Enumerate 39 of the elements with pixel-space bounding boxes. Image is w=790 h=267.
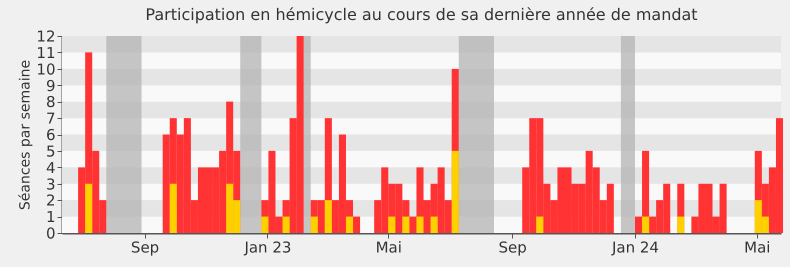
y-tick-label: 2: [46, 192, 56, 210]
y-tick-label: 7: [46, 110, 56, 128]
x-tick-label: Jan 24: [610, 238, 659, 256]
y-tick-label: 5: [46, 142, 56, 160]
y-tick-label: 10: [36, 60, 56, 78]
x-tick-label: Jan 23: [243, 238, 292, 256]
y-tick-label: 6: [46, 126, 56, 144]
bar: [85, 184, 92, 233]
y-tick-label: 3: [46, 175, 56, 194]
y-tick-label: 4: [46, 158, 56, 177]
y-axis-title: Séances par semaine: [17, 60, 34, 210]
y-tick-label: 0: [46, 224, 56, 242]
bar: [416, 216, 424, 233]
bar: [677, 216, 684, 233]
bar: [409, 216, 416, 233]
y-tick-label: 12: [36, 28, 56, 46]
x-tick-label: Sep: [130, 238, 160, 256]
bar: [402, 216, 410, 233]
bar: [346, 216, 354, 233]
bar: [452, 150, 459, 233]
y-tick-label: 9: [46, 76, 56, 95]
bar: [261, 216, 268, 233]
bar: [170, 184, 177, 233]
x-tick-label: Mai: [744, 238, 770, 256]
bar: [634, 216, 642, 233]
bar: [536, 216, 544, 233]
bar: [353, 216, 360, 233]
x-tick-label: Mai: [376, 238, 402, 256]
x-tick-label: Sep: [498, 238, 527, 256]
y-tick-label: 11: [36, 44, 56, 62]
y-tick-label: 1: [46, 208, 56, 226]
bar: [642, 216, 650, 233]
bar: [324, 200, 332, 233]
bar: [430, 216, 438, 233]
chart-title: Participation en hémicycle au cours de sa dernière année de mandat: [145, 5, 698, 24]
y-tick-label: 8: [46, 93, 56, 112]
bar: [310, 216, 318, 233]
bar: [388, 216, 396, 233]
bar: [282, 216, 290, 233]
